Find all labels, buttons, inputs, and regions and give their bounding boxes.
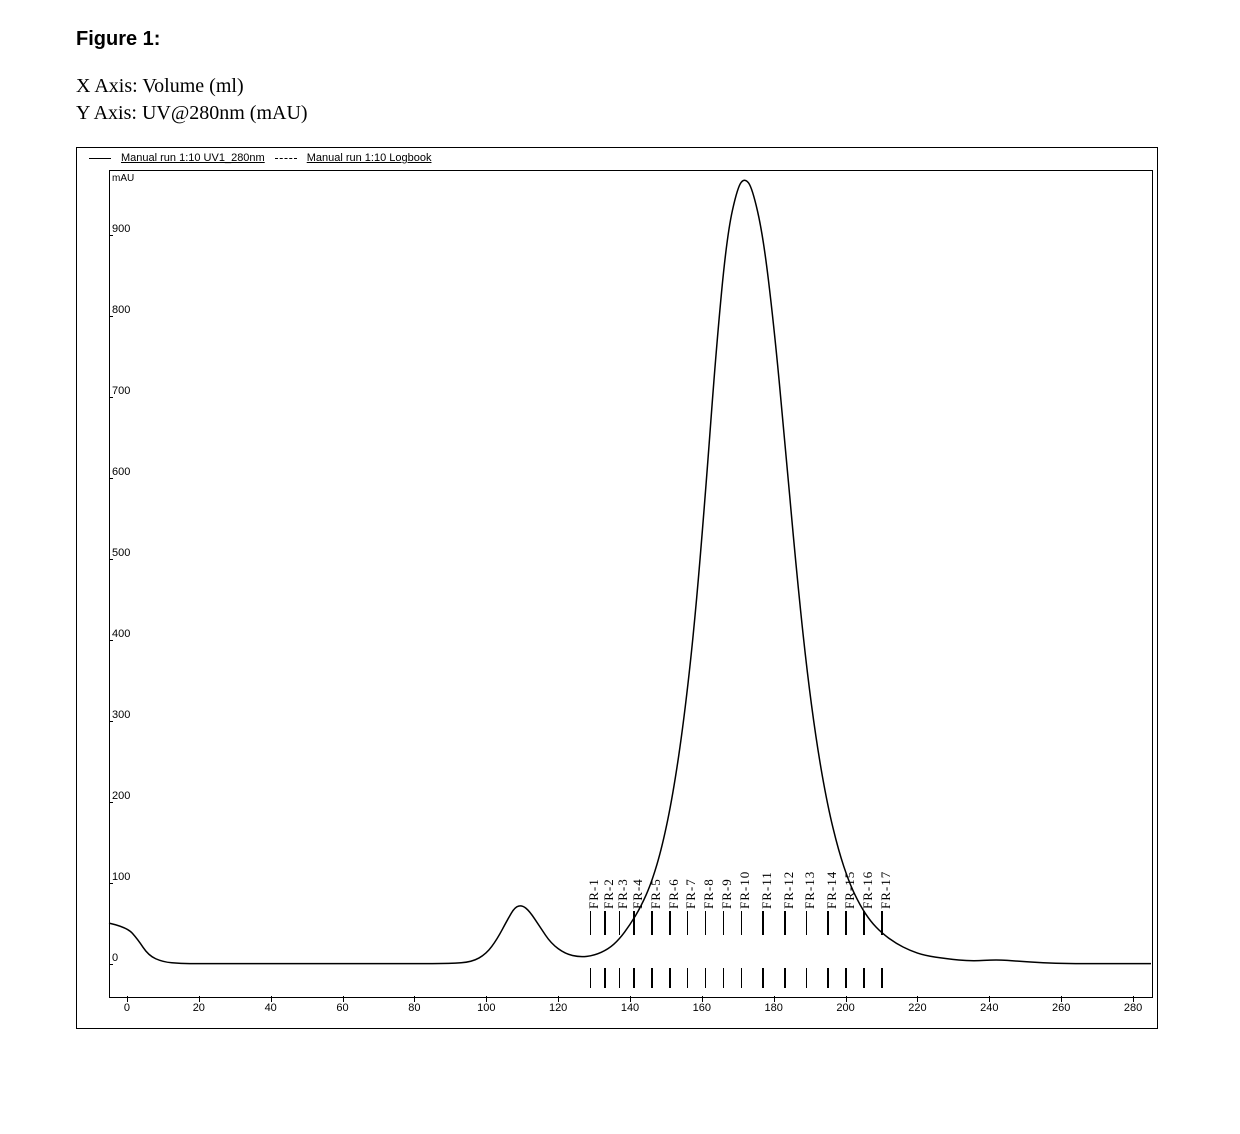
y-axis-description: Y Axis: UV@280nm (mAU): [76, 100, 1164, 127]
uv-trace: [77, 148, 1157, 1028]
figure-title: Figure 1:: [76, 28, 1164, 51]
chromatogram-chart: Manual run 1:10 UV1_280nm Manual run 1:1…: [76, 147, 1158, 1029]
x-axis-description: X Axis: Volume (ml): [76, 73, 1164, 100]
axis-description: X Axis: Volume (ml) Y Axis: UV@280nm (mA…: [76, 73, 1164, 127]
